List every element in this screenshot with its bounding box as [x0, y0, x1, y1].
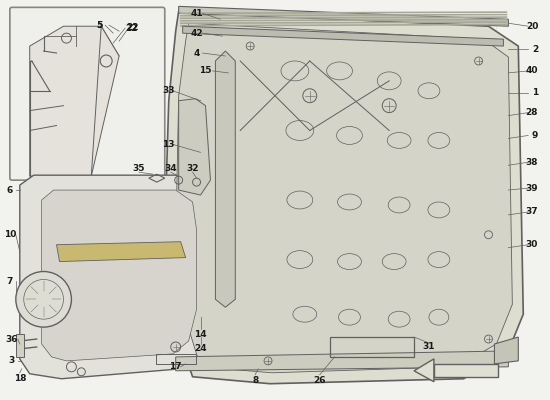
- Text: 22: 22: [126, 23, 139, 32]
- Text: 20: 20: [526, 22, 538, 31]
- Text: 17: 17: [169, 362, 182, 371]
- Text: 37: 37: [526, 208, 538, 216]
- Polygon shape: [16, 334, 24, 357]
- Polygon shape: [175, 351, 508, 371]
- Text: 3: 3: [9, 356, 15, 365]
- Polygon shape: [179, 6, 508, 26]
- Text: 28: 28: [526, 108, 538, 117]
- Text: 30: 30: [526, 240, 538, 249]
- Text: 4: 4: [194, 48, 200, 58]
- Text: 1: 1: [532, 88, 538, 97]
- Text: 10: 10: [4, 230, 16, 239]
- Polygon shape: [179, 99, 211, 195]
- Text: 41: 41: [190, 9, 203, 18]
- Polygon shape: [216, 51, 235, 307]
- Polygon shape: [42, 190, 196, 361]
- Text: 15: 15: [199, 66, 212, 76]
- Polygon shape: [177, 23, 513, 373]
- Text: 5: 5: [96, 21, 102, 30]
- Text: 2: 2: [532, 44, 538, 54]
- Text: 33: 33: [162, 86, 175, 95]
- Text: 35: 35: [133, 164, 145, 173]
- Polygon shape: [30, 26, 119, 176]
- Text: 36: 36: [6, 334, 18, 344]
- Text: 6: 6: [7, 186, 13, 194]
- Text: a part diagram for
Maserati Levante GTS
(2020): a part diagram for Maserati Levante GTS …: [213, 192, 407, 298]
- Polygon shape: [32, 26, 119, 91]
- Polygon shape: [494, 337, 518, 364]
- Polygon shape: [57, 242, 186, 262]
- Polygon shape: [434, 364, 498, 377]
- Polygon shape: [414, 359, 434, 382]
- Text: 9: 9: [532, 131, 538, 140]
- Text: 31: 31: [422, 342, 435, 352]
- Text: 39: 39: [526, 184, 538, 192]
- Text: 26: 26: [314, 376, 326, 385]
- Text: 32: 32: [186, 164, 199, 173]
- Text: 7: 7: [7, 277, 13, 286]
- Text: 40: 40: [526, 66, 538, 76]
- Text: 8: 8: [252, 376, 258, 385]
- Text: 14: 14: [194, 330, 207, 338]
- Text: 34: 34: [164, 164, 177, 173]
- Text: 18: 18: [14, 374, 26, 383]
- Text: 38: 38: [526, 158, 538, 167]
- Text: 13: 13: [162, 140, 175, 149]
- FancyBboxPatch shape: [10, 7, 165, 180]
- Polygon shape: [20, 175, 211, 379]
- Text: 22: 22: [125, 24, 138, 33]
- Polygon shape: [183, 26, 503, 46]
- Circle shape: [16, 272, 72, 327]
- Text: 42: 42: [190, 29, 203, 38]
- Polygon shape: [166, 11, 523, 384]
- Text: 24: 24: [194, 344, 207, 354]
- Text: 5: 5: [96, 21, 102, 30]
